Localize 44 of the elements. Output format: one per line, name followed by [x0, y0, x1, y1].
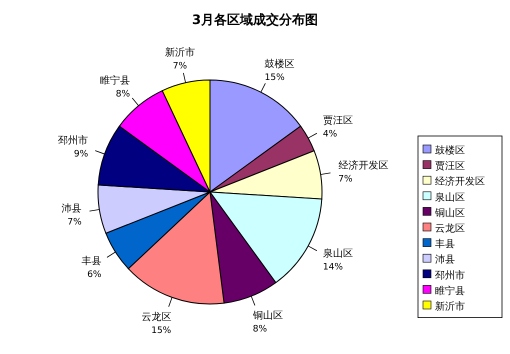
slice-label: 经济开发区 — [338, 159, 388, 172]
data-label: 8% — [252, 324, 268, 334]
slice-label: 云龙区 — [141, 310, 172, 323]
data-label: 6% — [87, 270, 102, 280]
slice-label: 睢宁县 — [100, 74, 130, 87]
pie-slice — [98, 126, 210, 192]
slice-label: 丰县 — [81, 254, 102, 267]
data-label: 8% — [116, 90, 130, 100]
legend-label: 云龙区 — [435, 222, 465, 234]
legend-label: 睢宁县 — [435, 284, 465, 297]
slice-label: 泉山区 — [322, 247, 353, 260]
data-label: 4% — [322, 130, 338, 140]
pie-slice — [98, 184, 210, 234]
legend-label: 鼓楼区 — [435, 144, 465, 156]
data-label: 15% — [151, 326, 172, 336]
data-label: 15% — [264, 73, 286, 84]
slice-label: 邳州市 — [58, 134, 88, 146]
legend-label: 沛县 — [435, 254, 455, 266]
data-label: 14% — [322, 262, 344, 272]
slice-label: 沛县 — [62, 202, 82, 215]
slice-label: 鼓楼区 — [264, 58, 295, 70]
legend-label: 丰县 — [435, 238, 455, 250]
legend-label: 泉山区 — [435, 191, 465, 204]
data-label: 7% — [172, 61, 188, 72]
data-label: 9% — [74, 149, 89, 160]
legend-label: 新沂市 — [435, 300, 465, 312]
pie-slice — [128, 192, 225, 304]
data-label: 7% — [67, 218, 82, 228]
pie-slice — [210, 80, 302, 192]
slice-label: 贾汪区 — [322, 114, 353, 127]
legend-label: 经济开发区 — [435, 176, 485, 188]
pie-slice — [105, 192, 210, 270]
slice-label: 新沂市 — [164, 46, 195, 58]
pie-slice — [210, 126, 315, 192]
slice-label: 铜山区 — [252, 309, 283, 322]
pie-slice — [210, 150, 322, 200]
pie-slice — [162, 80, 210, 192]
pie-slice — [210, 192, 322, 284]
data-label: 7% — [338, 174, 354, 184]
chart-title: 3月各区域成交分布图 — [192, 12, 318, 28]
legend-label: 铜山区 — [434, 206, 465, 219]
pie-slice — [210, 192, 276, 304]
legend-label: 贾汪区 — [435, 160, 465, 172]
legend-label: 邳州市 — [435, 269, 465, 282]
